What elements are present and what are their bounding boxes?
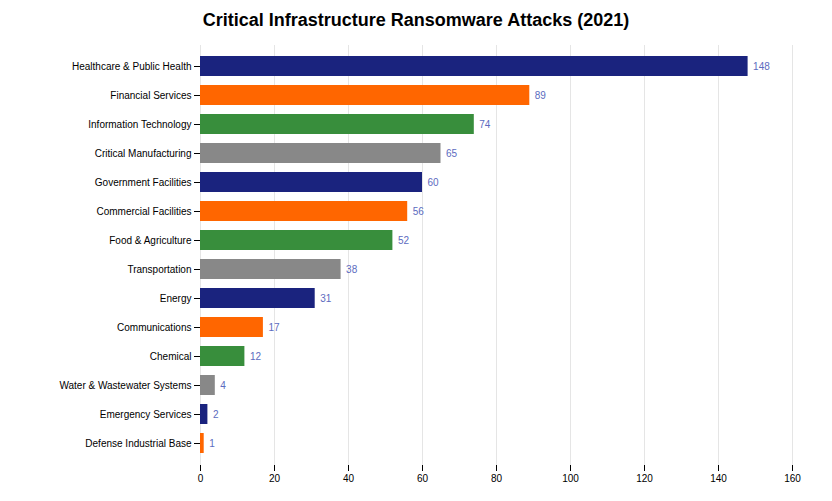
svg-text:0: 0	[198, 473, 204, 484]
svg-text:Healthcare & Public Health: Healthcare & Public Health	[72, 61, 192, 72]
svg-text:65: 65	[446, 148, 458, 159]
svg-text:80: 80	[491, 473, 503, 484]
html-text:Critical Infrastructure Ransom: Critical Infrastructure Ransomware Attac…	[202, 10, 630, 30]
svg-text:Transportation: Transportation	[127, 264, 191, 275]
svg-text:56: 56	[413, 206, 425, 217]
svg-text:Water & Wastewater Systems: Water & Wastewater Systems	[59, 380, 191, 391]
svg-text:1: 1	[209, 438, 215, 449]
svg-text:4: 4	[220, 380, 226, 391]
svg-text:40: 40	[343, 473, 355, 484]
svg-text:Food & Agriculture: Food & Agriculture	[109, 235, 192, 246]
svg-text:Government Facilities: Government Facilities	[95, 177, 192, 188]
svg-text:120: 120	[636, 473, 653, 484]
svg-text:Commercial Facilities: Commercial Facilities	[96, 206, 191, 217]
svg-text:38: 38	[346, 264, 358, 275]
svg-text:89: 89	[535, 90, 547, 101]
svg-text:12: 12	[250, 351, 262, 362]
svg-text:148: 148	[753, 61, 770, 72]
svg-text:60: 60	[417, 473, 429, 484]
svg-text:17: 17	[268, 322, 280, 333]
svg-text:Emergency Services: Emergency Services	[100, 409, 192, 420]
svg-text:74: 74	[479, 119, 491, 130]
svg-text:Critical Manufacturing: Critical Manufacturing	[95, 148, 192, 159]
svg-text:Energy: Energy	[160, 293, 192, 304]
svg-text:100: 100	[562, 473, 579, 484]
svg-text:20: 20	[269, 473, 281, 484]
svg-text:Communications: Communications	[117, 322, 191, 333]
svg-text:Information Technology: Information Technology	[88, 119, 191, 130]
svg-text:Financial Services: Financial Services	[110, 90, 191, 101]
svg-text:160: 160	[784, 473, 801, 484]
svg-text:140: 140	[710, 473, 727, 484]
svg-text:Defense Industrial Base: Defense Industrial Base	[85, 438, 192, 449]
svg-text:Chemical: Chemical	[150, 351, 192, 362]
svg-text:31: 31	[320, 293, 332, 304]
svg-text:2: 2	[213, 409, 219, 420]
svg-text:52: 52	[398, 235, 410, 246]
svg-text:60: 60	[428, 177, 440, 188]
